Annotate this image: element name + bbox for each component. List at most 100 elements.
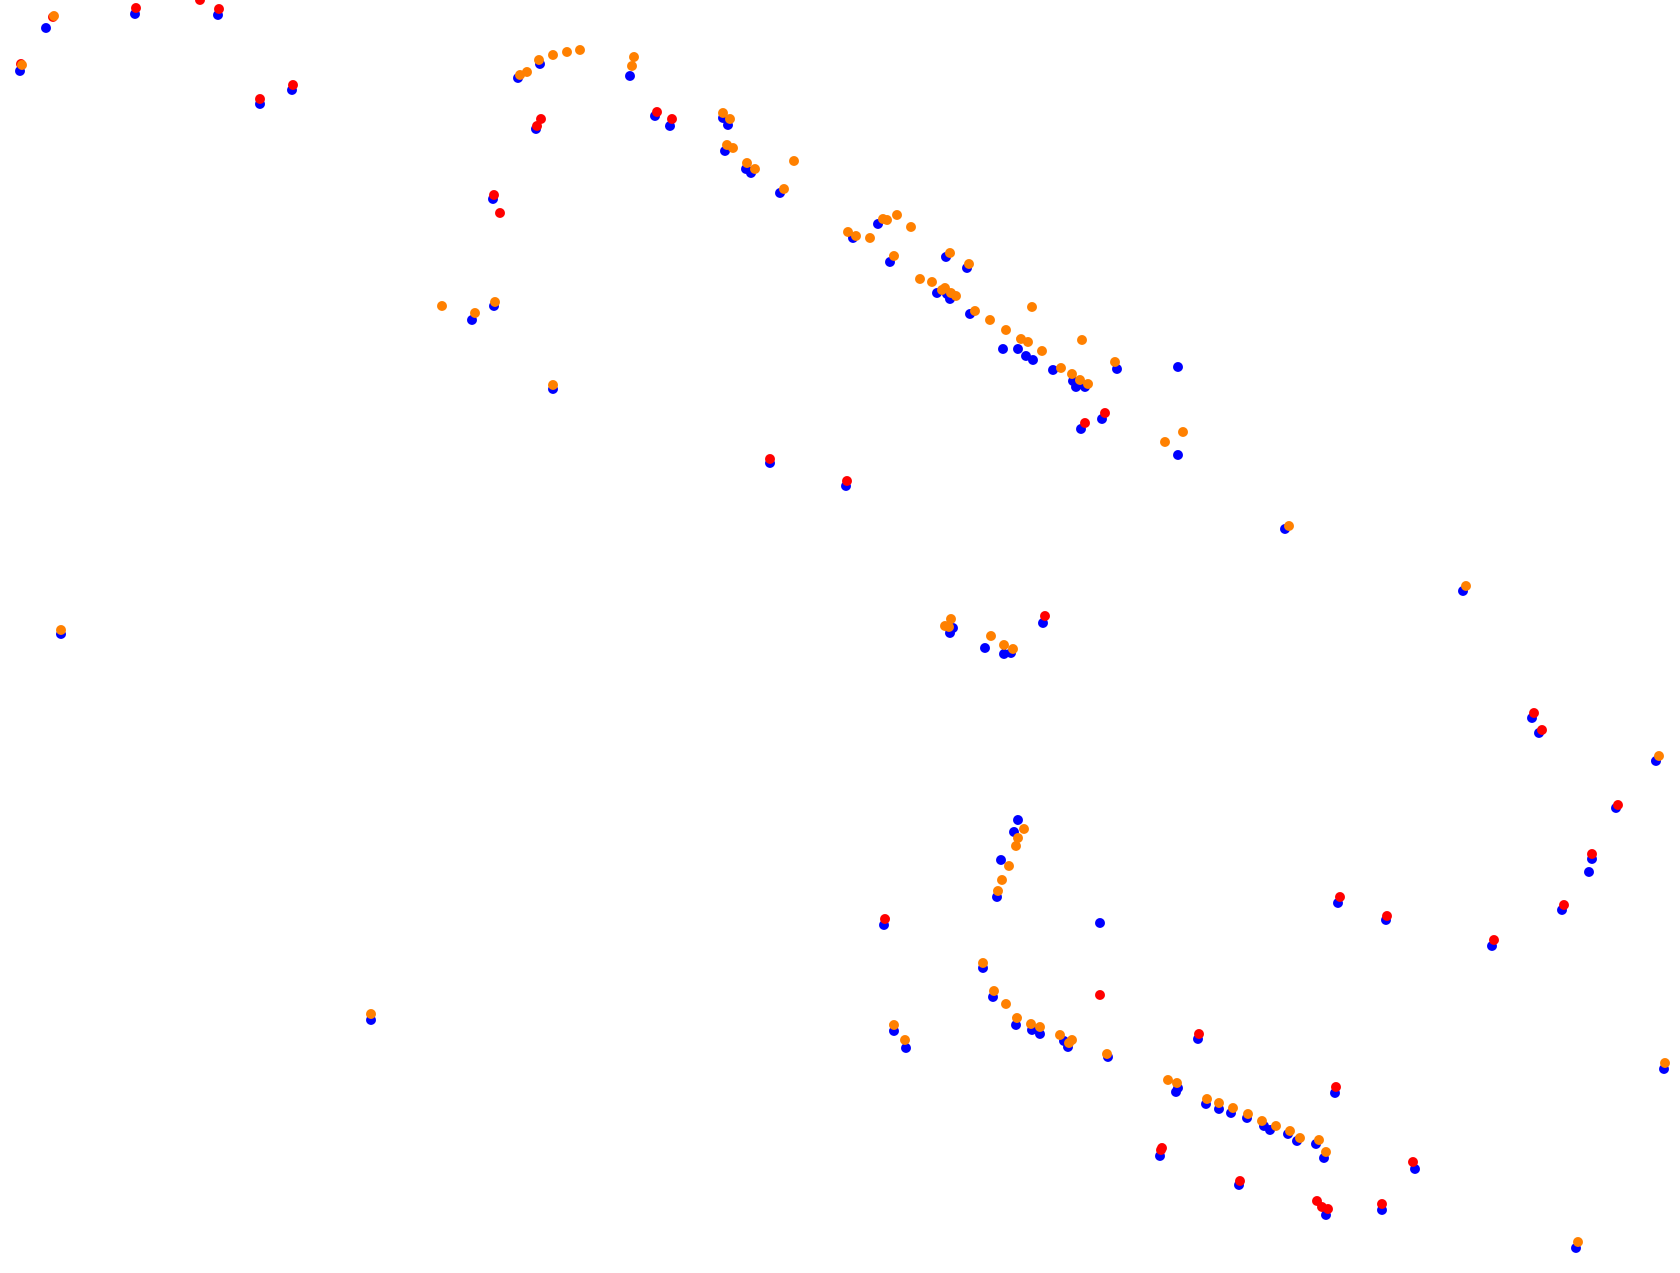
- series-3-point-5: [534, 55, 544, 65]
- series-3-point-42: [1067, 369, 1077, 379]
- series-3-point-55: [548, 380, 558, 390]
- series-2-point-23: [1559, 900, 1569, 910]
- series-3-point-54: [490, 297, 500, 307]
- series-2-point-17: [1100, 408, 1110, 418]
- series-3-point-40: [1037, 346, 1047, 356]
- series-3-point-34: [951, 291, 961, 301]
- series-3-point-95: [1660, 1058, 1670, 1068]
- series-2-point-28: [1095, 990, 1105, 1000]
- series-3-point-68: [997, 875, 1007, 885]
- series-3-point-61: [999, 640, 1009, 650]
- series-3-point-71: [989, 986, 999, 996]
- series-3-point-89: [1295, 1133, 1305, 1143]
- series-3-point-66: [1011, 841, 1021, 851]
- series-2-point-16: [1080, 418, 1090, 428]
- series-3-point-56: [56, 625, 66, 635]
- series-3-point-43: [1075, 375, 1085, 385]
- series-3-point-14: [728, 143, 738, 153]
- series-3-point-58: [946, 614, 956, 624]
- series-3-point-92: [889, 1020, 899, 1030]
- series-3-point-46: [1077, 335, 1087, 345]
- series-2-point-12: [652, 107, 662, 117]
- series-3-point-88: [1285, 1126, 1295, 1136]
- series-3-point-28: [964, 259, 974, 269]
- series-3-point-15: [742, 158, 752, 168]
- series-2-point-15: [842, 476, 852, 486]
- series-3-point-60: [986, 631, 996, 641]
- series-3-point-86: [1257, 1116, 1267, 1126]
- series-2-point-27: [880, 914, 890, 924]
- series-1-point-2: [41, 23, 51, 33]
- series-3-point-64: [1019, 824, 1029, 834]
- series-3-point-30: [927, 277, 937, 287]
- series-1-point-30: [1013, 344, 1023, 354]
- series-1-point-11: [625, 71, 635, 81]
- series-3-point-23: [882, 215, 892, 225]
- series-3-point-8: [575, 45, 585, 55]
- series-1-point-78: [1095, 918, 1105, 928]
- series-2: [16, 0, 1623, 1214]
- series-2-point-20: [1537, 725, 1547, 735]
- series-3-point-2: [49, 11, 59, 21]
- series-2-point-33: [1235, 1176, 1245, 1186]
- series-2-point-7: [288, 80, 298, 90]
- series-2-point-30: [1331, 1082, 1341, 1092]
- series-3-point-36: [985, 315, 995, 325]
- series-3-point-78: [1064, 1038, 1074, 1048]
- series-3-point-35: [970, 306, 980, 316]
- series-3-point-91: [1321, 1147, 1331, 1157]
- series-3-point-50: [1284, 521, 1294, 531]
- series-3-point-52: [437, 301, 447, 311]
- series-3-point-49: [1178, 427, 1188, 437]
- series-2-point-26: [1489, 935, 1499, 945]
- series-2-point-37: [1323, 1204, 1333, 1214]
- series-2-point-21: [1613, 800, 1623, 810]
- series-3-point-75: [1035, 1022, 1045, 1032]
- series-2-point-14: [765, 454, 775, 464]
- series-3-point-85: [1243, 1109, 1253, 1119]
- series-1-point-52: [980, 643, 990, 653]
- series-3-point-53: [470, 308, 480, 318]
- series-3-point-12: [725, 114, 735, 124]
- series-3-point-20: [851, 231, 861, 241]
- series-1-point-40: [1173, 362, 1183, 372]
- series-3-point-72: [1001, 999, 1011, 1009]
- series-2-point-6: [255, 94, 265, 104]
- series-1-point-33: [1048, 365, 1058, 375]
- series-3-point-79: [1102, 1049, 1112, 1059]
- series-3-point-41: [1056, 363, 1066, 373]
- series-1-point-68: [996, 855, 1006, 865]
- series-3-point-73: [1012, 1013, 1022, 1023]
- series-3-point-93: [900, 1035, 910, 1045]
- series-3-point-18: [789, 156, 799, 166]
- series-3-point-69: [993, 886, 1003, 896]
- series-3-point-94: [366, 1009, 376, 1019]
- series-3-point-26: [889, 251, 899, 261]
- series-1-point-61: [1584, 867, 1594, 877]
- series-3-point-76: [1055, 1030, 1065, 1040]
- series-2-point-18: [1040, 611, 1050, 621]
- series-3-point-70: [978, 958, 988, 968]
- series-3-point-51: [1461, 581, 1471, 591]
- series-2-point-22: [1587, 849, 1597, 859]
- series-3-point-10: [627, 61, 637, 71]
- series-2-point-38: [1408, 1157, 1418, 1167]
- series-2-point-3: [131, 3, 141, 13]
- series-1-point-81: [1171, 1087, 1181, 1097]
- series-3-point-27: [945, 248, 955, 258]
- series-2-point-34: [1377, 1199, 1387, 1209]
- series-3-point-48: [1160, 437, 1170, 447]
- series-2-point-25: [1382, 911, 1392, 921]
- series-1-point-100: [901, 1043, 911, 1053]
- series-2-point-5: [214, 4, 224, 14]
- series-3-point-87: [1271, 1121, 1281, 1131]
- series-2-point-11: [495, 208, 505, 218]
- series-1-point-75: [1035, 1029, 1045, 1039]
- series-3-point-67: [1004, 861, 1014, 871]
- series-3-point-6: [548, 50, 558, 60]
- series-3-point-17: [779, 184, 789, 194]
- series-2-point-19: [1529, 708, 1539, 718]
